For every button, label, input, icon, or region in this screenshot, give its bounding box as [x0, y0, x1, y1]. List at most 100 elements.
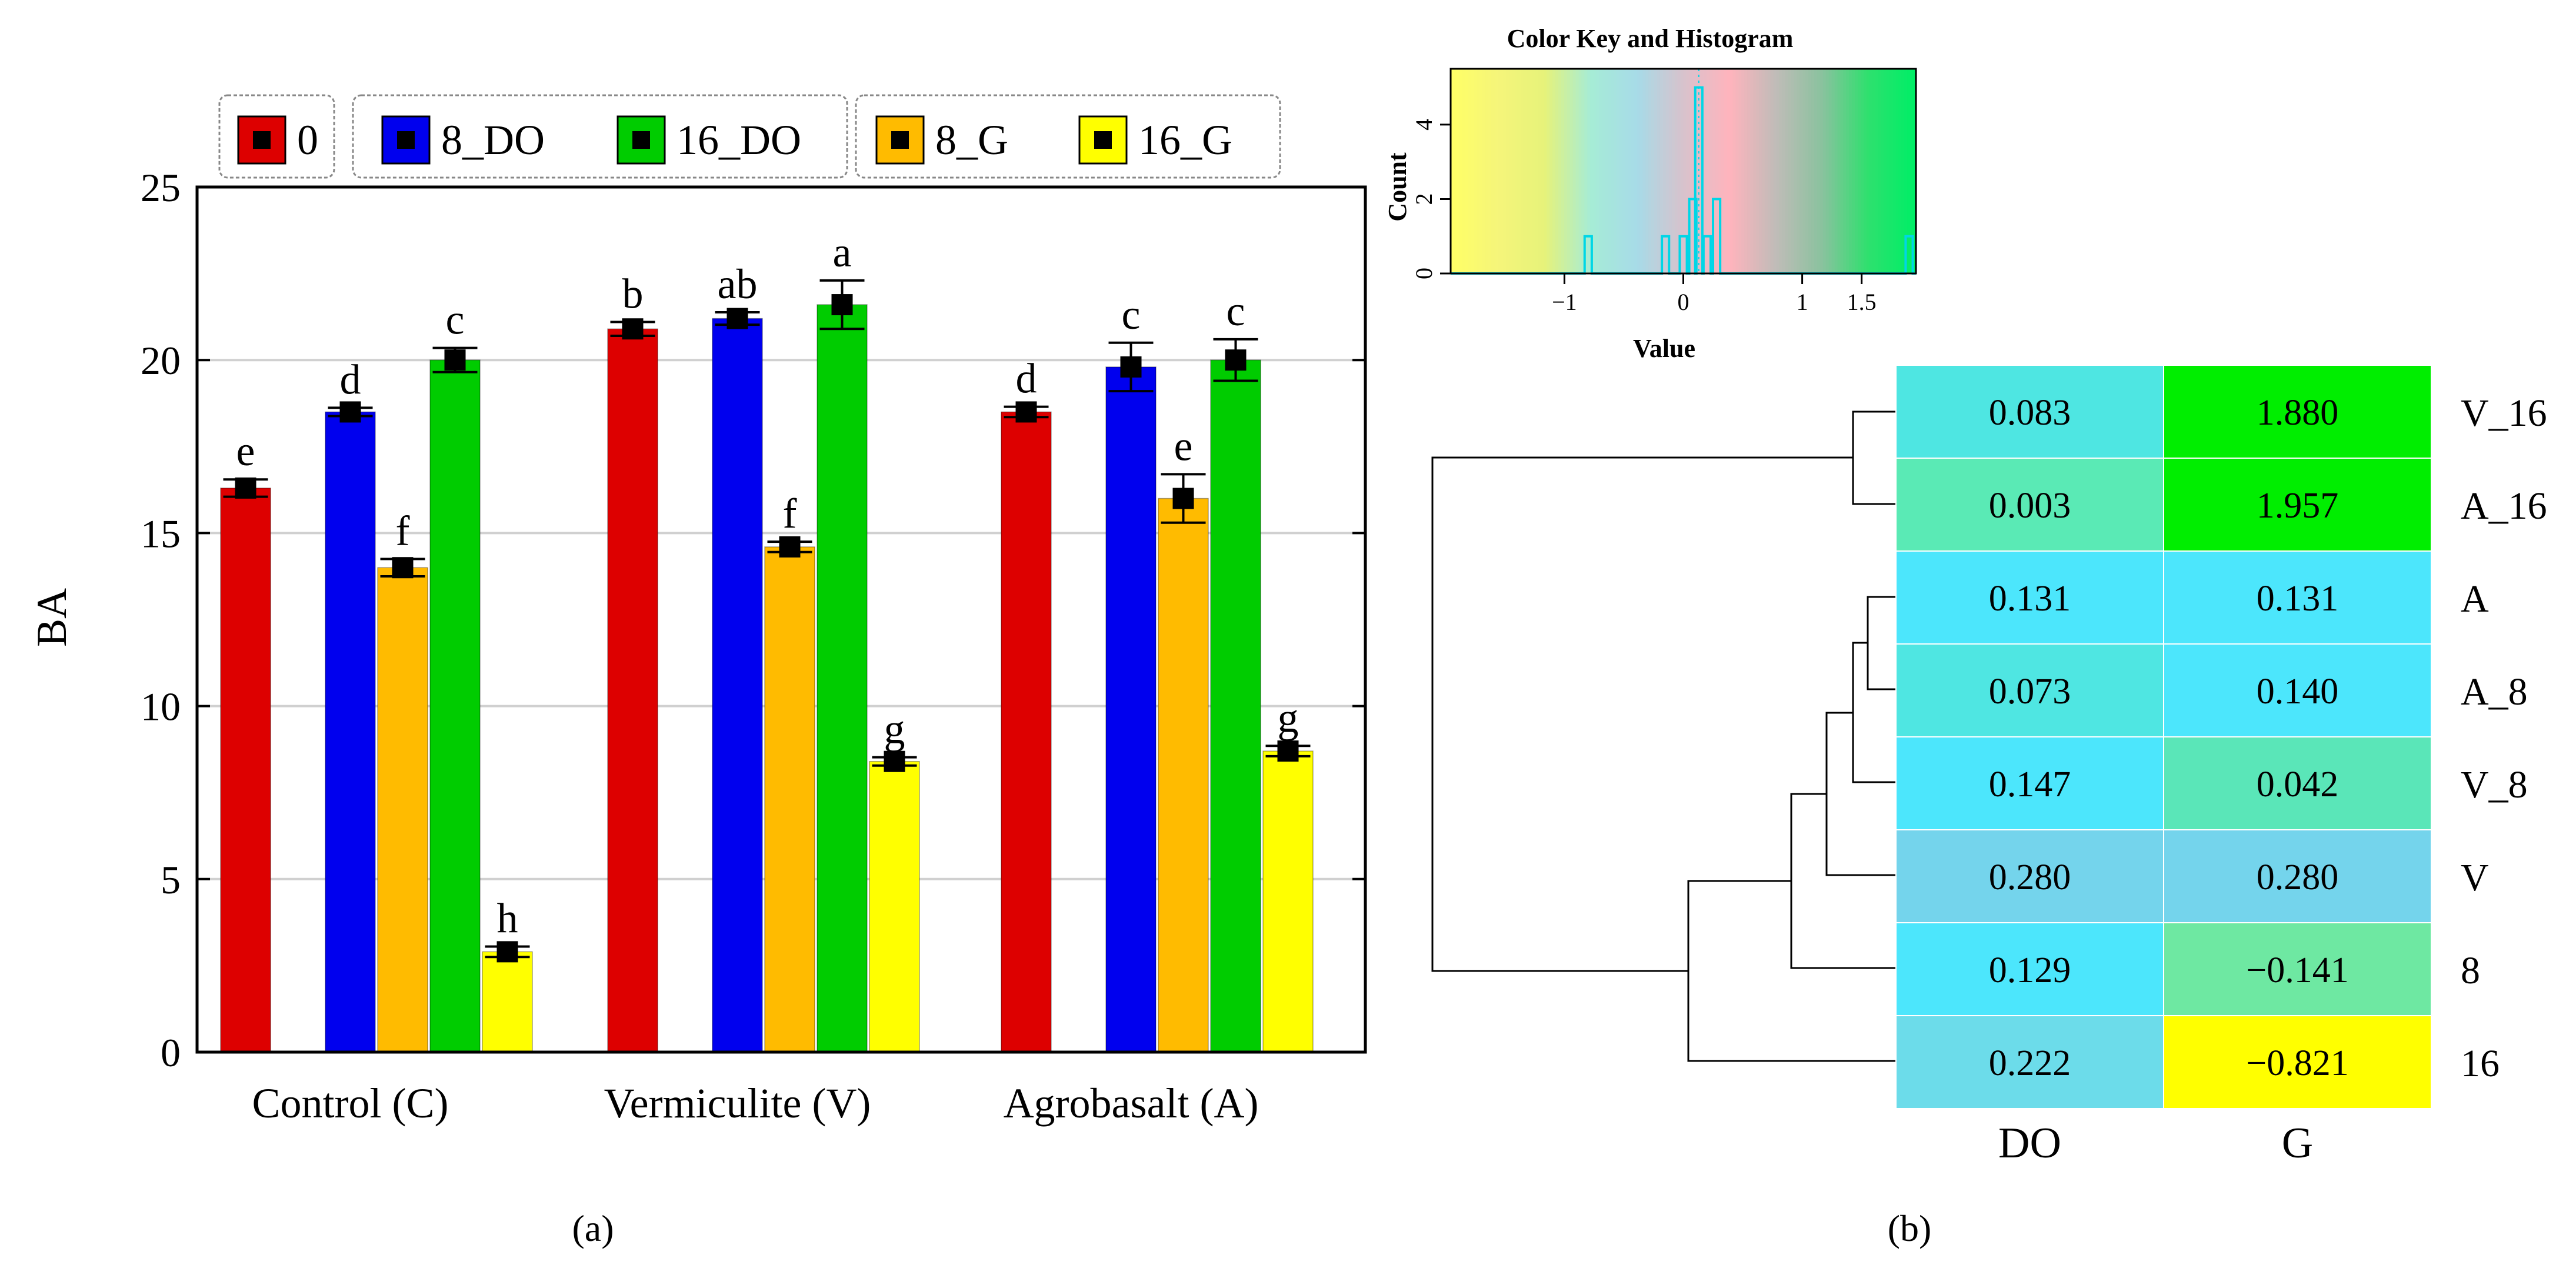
heatmap-value: 0.083 [1989, 393, 2071, 433]
gradient-strip [1538, 69, 1542, 273]
color-key-y-tick-label: 0 [1411, 268, 1437, 279]
gradient-strip [1689, 69, 1693, 273]
dendrogram-branch [1852, 410, 1896, 505]
heatmap-cell [1895, 458, 2164, 552]
gradient-strip [1864, 69, 1867, 273]
gradient-strip [1692, 69, 1696, 273]
gradient-strip [1884, 69, 1888, 273]
significance-letter: e [236, 428, 255, 475]
heatmap-cell [1895, 922, 2164, 1016]
heatmap-value: 0.280 [1989, 857, 2071, 897]
gradient-strip [1547, 69, 1551, 273]
gradient-strip [1895, 69, 1899, 273]
legend-group-box [855, 94, 1281, 179]
gradient-strip [1648, 69, 1652, 273]
gradient-strip [1683, 69, 1687, 273]
legend-label-8_DO: 8_DO [441, 116, 545, 163]
heatmap-cell [2163, 643, 2432, 737]
mean-marker [1015, 401, 1037, 423]
gradient-strip [1494, 69, 1498, 273]
gradient-strip [1834, 69, 1838, 273]
gradient-strip [1855, 69, 1859, 273]
gradient-strip [1599, 69, 1603, 273]
heatmap-value: 0.140 [2257, 672, 2339, 712]
gradient-strip [1532, 69, 1536, 273]
color-key-x-tick-label: 0 [1678, 289, 1689, 315]
gradient-strip [1508, 69, 1512, 273]
gradient-strip [1773, 69, 1777, 273]
panel-label-a: (a) [572, 1207, 614, 1249]
gradient-strip [1799, 69, 1804, 273]
heatmap-cell [2163, 550, 2432, 645]
row-label: V_16 [2461, 392, 2547, 435]
mean-marker [1172, 488, 1194, 509]
bar-0 [220, 488, 271, 1053]
gradient-strip [1459, 69, 1463, 273]
gradient-strip [1637, 69, 1641, 273]
bar-16_DO [429, 359, 481, 1053]
gradient-strip [1828, 69, 1832, 273]
heatmap-cell [2163, 365, 2432, 459]
gradient-strip [1686, 69, 1690, 273]
gradient-strip [1869, 69, 1873, 273]
gradient-strip [1488, 69, 1492, 273]
gradient-strip [1704, 69, 1708, 273]
heatmap-value: 0.042 [2257, 765, 2339, 805]
gradient-strip [1657, 69, 1661, 273]
heatmap-value: 0.131 [1989, 579, 2071, 619]
gradient-strip [1456, 69, 1460, 273]
column-labels: DO G [1998, 1119, 2313, 1167]
gradient-strip [1759, 69, 1762, 273]
gradient-strip [1607, 69, 1611, 273]
heatmap-panel: Color Key and Histogram −1 0 1 1.5 0 2 4 Value… [1383, 24, 2547, 1249]
bar-8_G [1158, 498, 1209, 1053]
gradient-strip [1756, 69, 1760, 273]
y-tick-label: 15 [141, 511, 181, 556]
gradient-strip [1511, 69, 1515, 273]
heatmap-value: 0.280 [2257, 857, 2339, 897]
bar-chart-panel: e d f c h b ab f a g d c e c g 0 5 10 15 20 25 Control (C) V… [28, 94, 1367, 1249]
gradient-strip [1904, 69, 1908, 273]
mean-marker [1277, 740, 1299, 762]
gradient-strip [1715, 69, 1719, 273]
mean-marker [727, 308, 748, 329]
gradient-strip [1564, 69, 1568, 273]
gradient-strip [1572, 69, 1577, 273]
color-key-x-tick-label: 1.5 [1847, 289, 1877, 315]
bar-16_DO [1210, 359, 1261, 1053]
gradient-strip [1718, 69, 1722, 273]
gradient-strip [1668, 69, 1672, 273]
gradient-strip [1451, 69, 1454, 273]
error-bars [223, 279, 1311, 963]
heatmap-value: 0.131 [2257, 579, 2339, 619]
color-key: Color Key and Histogram −1 0 1 1.5 0 2 4 Value… [1383, 24, 1917, 363]
gradient-strip [1622, 69, 1626, 273]
gradient-strip [1753, 69, 1757, 273]
gradient-strip [1747, 69, 1751, 273]
gradient-strip [1805, 69, 1809, 273]
gradient-strip [1529, 69, 1533, 273]
gradient-strip [1892, 69, 1897, 273]
mean-marker [779, 536, 801, 558]
gradient-strip [1852, 69, 1856, 273]
gradient-strip [1590, 69, 1594, 273]
gradient-strip [1913, 69, 1917, 273]
gradient-strip [1602, 69, 1606, 273]
gradient-strip [1881, 69, 1885, 273]
bar-8_G [377, 567, 428, 1053]
bar-8_DO [325, 411, 376, 1053]
significance-letter: f [396, 508, 410, 555]
color-key-y-tick-label: 2 [1411, 193, 1437, 205]
gradient-strip [1544, 69, 1548, 273]
heatmap-cells [1895, 365, 2432, 1109]
significance-letter: c [446, 296, 465, 343]
gradient-strip [1453, 69, 1457, 273]
gradient-strip [1491, 69, 1495, 273]
bar-16_G [1262, 750, 1314, 1053]
gradient-strip [1779, 69, 1783, 273]
gradient-strip [1541, 69, 1545, 273]
gradient-strip [1477, 69, 1481, 273]
heatmap-value: 0.222 [1989, 1043, 2071, 1083]
mean-marker [444, 349, 466, 371]
color-key-axes: −1 0 1 1.5 0 2 4 [1411, 119, 1877, 315]
